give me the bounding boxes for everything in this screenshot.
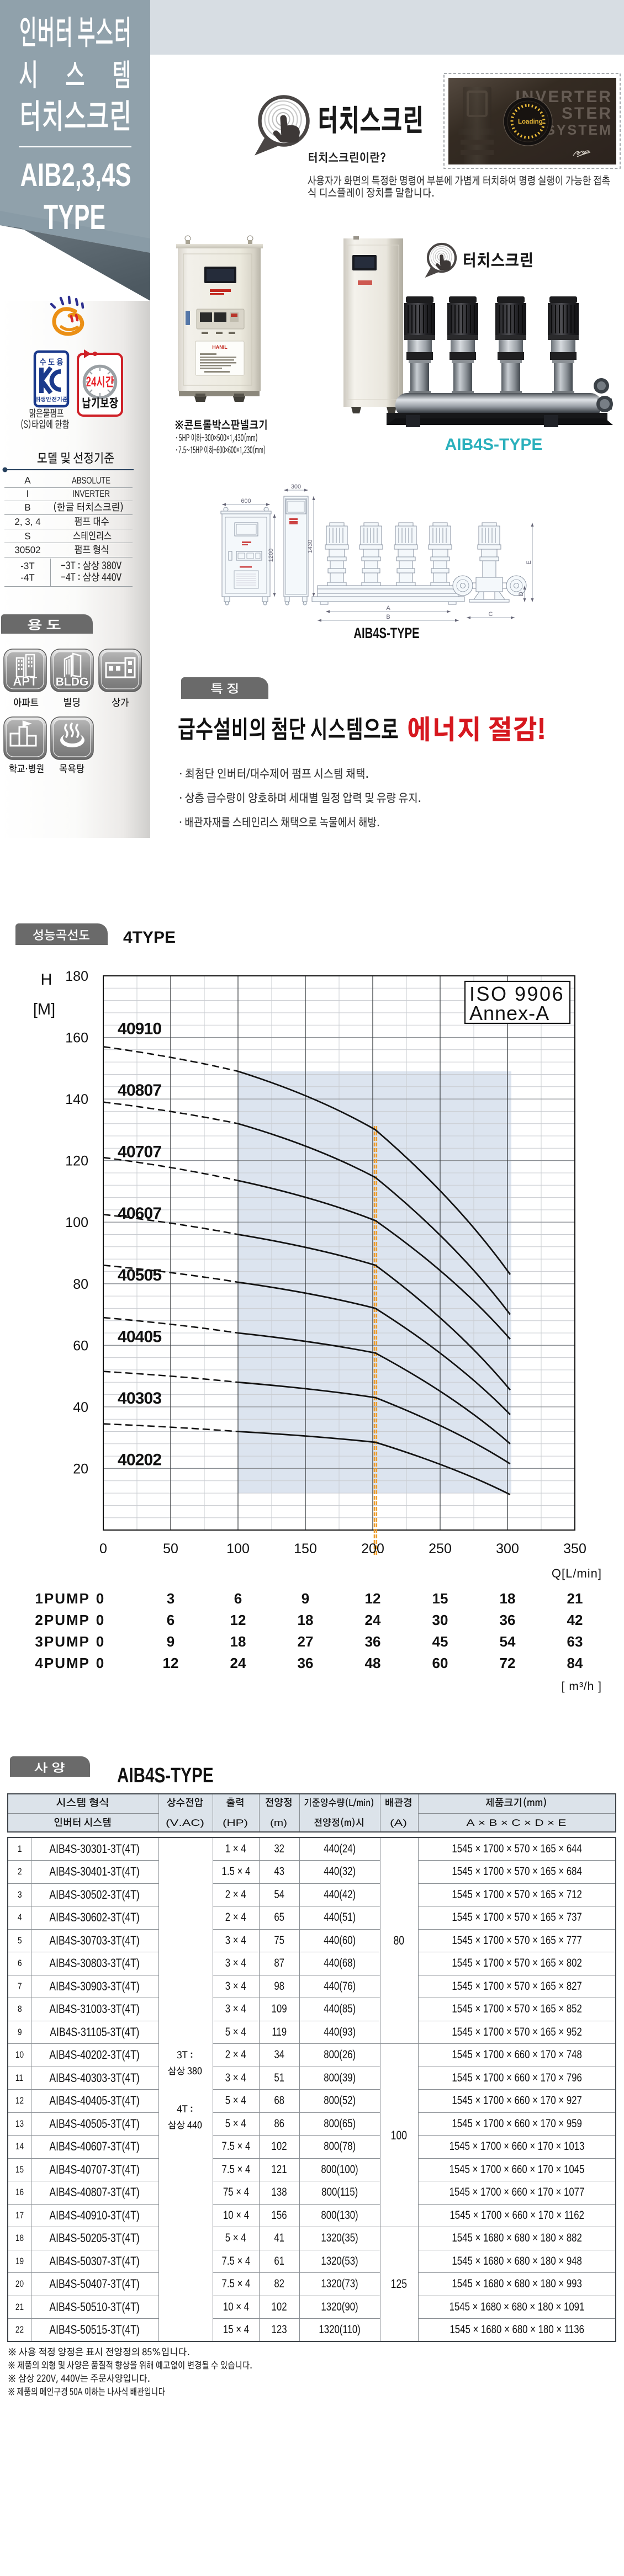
svg-text:ISO 9906: ISO 9906 [469,982,564,1005]
svg-text:40405: 40405 [118,1327,162,1346]
svg-text:BLDG: BLDG [56,676,89,688]
svg-text:40303: 40303 [118,1389,162,1407]
svg-text:180: 180 [65,969,88,984]
svg-text:84: 84 [567,1655,583,1671]
svg-text:12: 12 [163,1655,179,1671]
svg-text:45: 45 [432,1633,448,1650]
svg-text:0: 0 [96,1590,104,1607]
svg-text:AIB4S-TYPE: AIB4S-TYPE [353,625,419,642]
svg-text:200: 200 [361,1541,384,1557]
svg-text:60: 60 [432,1655,448,1671]
svg-text:60: 60 [73,1338,88,1353]
svg-text:40807: 40807 [118,1081,162,1100]
svg-text:3PUMP: 3PUMP [35,1633,90,1650]
svg-text:18: 18 [230,1633,246,1650]
svg-text:1200: 1200 [268,549,274,562]
svg-text:6: 6 [234,1590,242,1607]
svg-text:B: B [386,614,390,620]
svg-text:A: A [386,605,390,612]
svg-text:HANIL: HANIL [212,344,228,350]
svg-text:18: 18 [500,1590,516,1607]
svg-text:E: E [526,560,532,564]
svg-text:80: 80 [73,1277,88,1292]
svg-text:18: 18 [298,1612,314,1628]
svg-text:Annex-A: Annex-A [469,1002,549,1024]
svg-text:100: 100 [65,1215,88,1230]
svg-text:6: 6 [167,1612,174,1628]
svg-text:[ m³/h ]: [ m³/h ] [562,1680,602,1693]
svg-text:120: 120 [65,1154,88,1169]
svg-text:0: 0 [99,1541,107,1557]
svg-text:15: 15 [432,1590,448,1607]
svg-text:30: 30 [432,1612,448,1628]
svg-text:D: D [518,592,525,596]
svg-text:36: 36 [500,1612,516,1628]
svg-text:Q[L/min]: Q[L/min] [552,1566,602,1580]
svg-text:0: 0 [96,1655,104,1671]
svg-text:24: 24 [365,1612,381,1628]
svg-text:STER: STER [562,104,612,123]
svg-text:54: 54 [500,1633,516,1650]
svg-text:0: 0 [96,1633,104,1650]
svg-text:1PUMP: 1PUMP [35,1590,90,1607]
svg-text:160: 160 [65,1031,88,1046]
svg-text:0: 0 [96,1612,104,1628]
svg-text:H: H [41,971,52,989]
svg-text:21: 21 [567,1590,583,1607]
svg-text:Loading: Loading [518,119,543,125]
svg-text:140: 140 [65,1092,88,1107]
svg-text:63: 63 [567,1633,583,1650]
svg-text:48: 48 [365,1655,381,1671]
svg-text:C: C [489,611,493,618]
svg-text:250: 250 [429,1541,452,1557]
svg-text:150: 150 [294,1541,317,1557]
svg-text:20: 20 [73,1461,88,1476]
svg-text:50: 50 [163,1541,178,1557]
svg-text:...: ... [542,119,546,125]
svg-text:3: 3 [167,1590,174,1607]
svg-text:4PUMP: 4PUMP [35,1655,90,1671]
svg-text:40607: 40607 [118,1204,162,1223]
svg-text:APT: APT [13,674,38,688]
svg-text:2PUMP: 2PUMP [35,1612,90,1628]
svg-text:9: 9 [167,1633,174,1650]
svg-text:[M]: [M] [33,1001,55,1018]
svg-text:42: 42 [567,1612,583,1628]
svg-text:40202: 40202 [118,1451,162,1469]
svg-text:600: 600 [241,498,251,504]
svg-text:36: 36 [298,1655,314,1671]
svg-text:12: 12 [230,1612,246,1628]
svg-text:40910: 40910 [118,1020,162,1038]
svg-text:100: 100 [226,1541,250,1557]
svg-text:1430: 1430 [307,540,314,553]
svg-text:SYSTEM: SYSTEM [546,123,612,138]
svg-text:40: 40 [73,1400,88,1415]
svg-text:24: 24 [230,1655,246,1671]
svg-text:40707: 40707 [118,1143,162,1161]
svg-text:350: 350 [563,1541,586,1557]
svg-text:300: 300 [291,484,301,490]
svg-text:36: 36 [365,1633,381,1650]
svg-text:40505: 40505 [118,1266,162,1284]
svg-text:12: 12 [365,1590,381,1607]
svg-text:300: 300 [496,1541,519,1557]
svg-text:27: 27 [298,1633,314,1650]
svg-text:72: 72 [500,1655,516,1671]
svg-text:9: 9 [302,1590,309,1607]
